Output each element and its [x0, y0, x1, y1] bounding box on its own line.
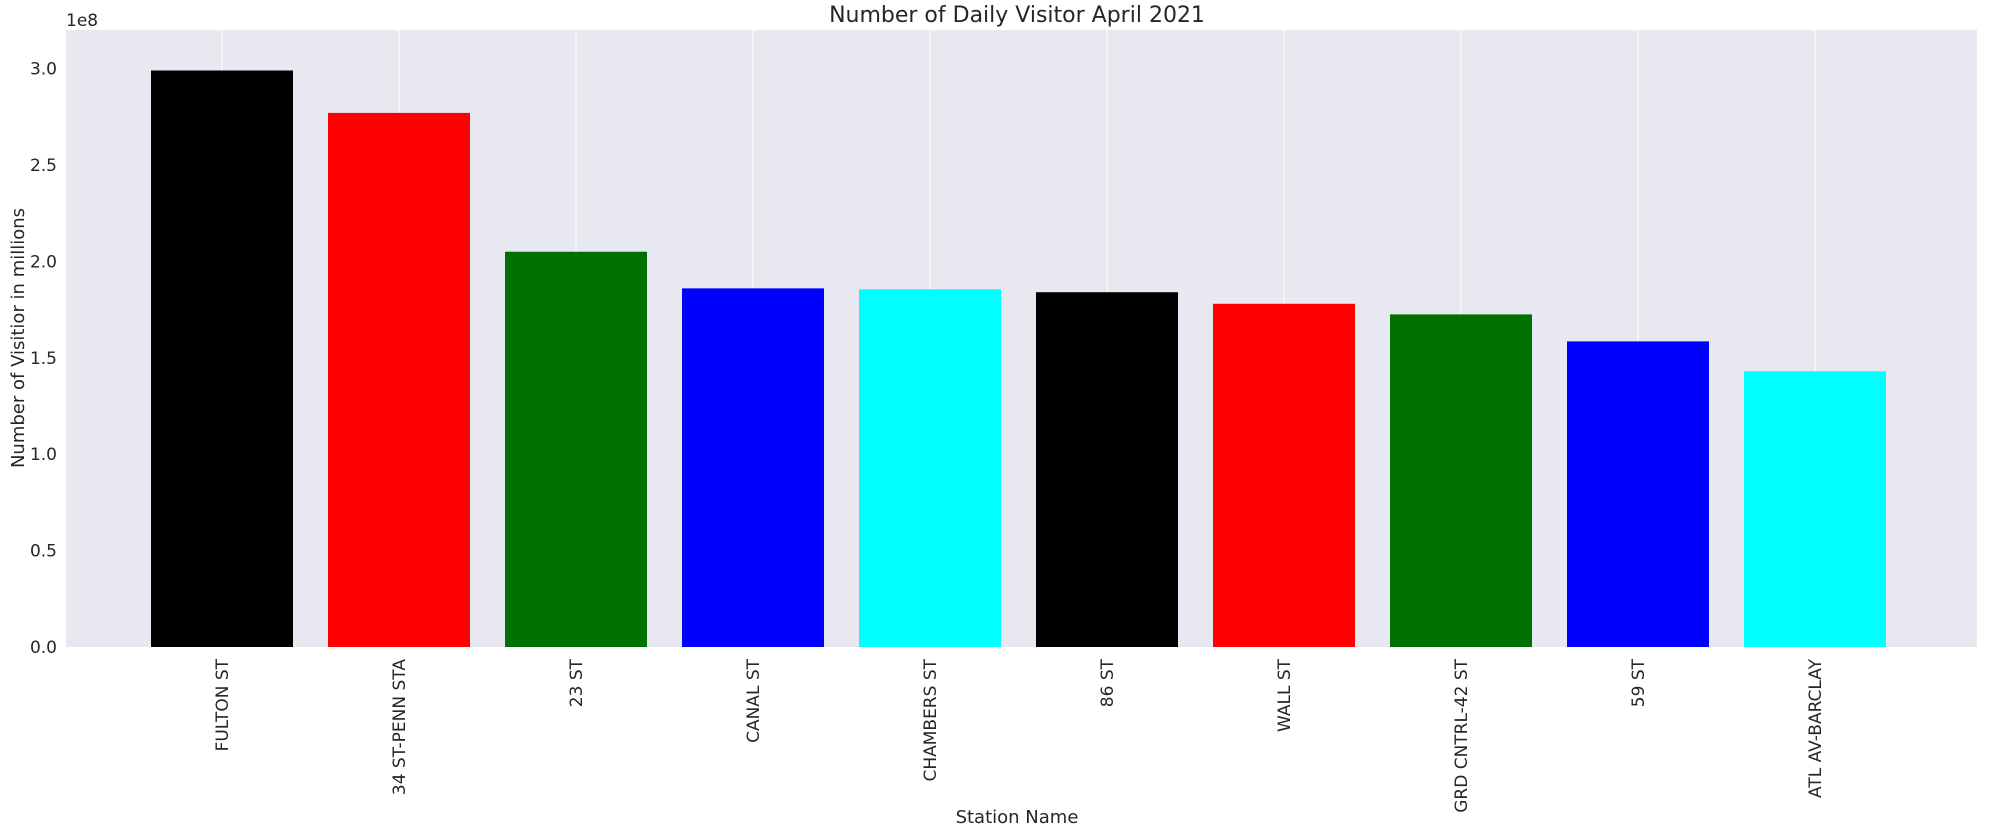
bar: [328, 112, 470, 648]
y-tick-label: 3.0: [30, 60, 57, 80]
bar: [1036, 292, 1178, 647]
y-tick-label: 2.5: [30, 156, 57, 176]
bar: [682, 288, 824, 647]
y-tick-label: 0.5: [30, 542, 57, 562]
x-tick-label: ATL AV-BARCLAY: [1806, 658, 1826, 798]
y-ticks: 0.0 0.5 1.0 1.5 2.0 2.5 3.0: [30, 60, 57, 658]
bar: [1390, 314, 1532, 647]
x-tick-label: 34 ST-PENN STA: [390, 659, 410, 795]
x-tick-label: 86 ST: [1098, 658, 1118, 707]
x-tick-label: 59 ST: [1629, 658, 1649, 707]
y-tick-label: 1.5: [30, 349, 57, 369]
chart-title: Number of Daily Visitor April 2021: [829, 3, 1205, 28]
x-tick-label: CHAMBERS ST: [921, 658, 941, 781]
x-tick-label: GRD CNTRL-42 ST: [1452, 658, 1472, 812]
bar: [505, 251, 647, 647]
x-tick-label: CANAL ST: [744, 658, 764, 743]
y-tick-label: 1.0: [30, 445, 57, 465]
x-ticks: FULTON ST 34 ST-PENN STA 23 ST CANAL ST CHAM…: [213, 658, 1826, 812]
x-tick-label: 23 ST: [567, 658, 587, 707]
x-tick-label: WALL ST: [1275, 658, 1295, 732]
bars-layer: [151, 70, 1886, 648]
bar: [1213, 303, 1355, 647]
bar: [1744, 371, 1886, 647]
y-axis-label: Number of Visitior in millions: [8, 208, 29, 468]
bar: [1567, 341, 1709, 647]
y-tick-label: 0.0: [30, 638, 57, 658]
x-axis-label: Station Name: [956, 807, 1079, 828]
x-tick-label: FULTON ST: [213, 658, 233, 751]
y-tick-label: 2.0: [30, 252, 57, 272]
bar: [151, 70, 293, 648]
y-axis-offset-text: 1e8: [66, 11, 98, 31]
bar: [859, 289, 1001, 647]
